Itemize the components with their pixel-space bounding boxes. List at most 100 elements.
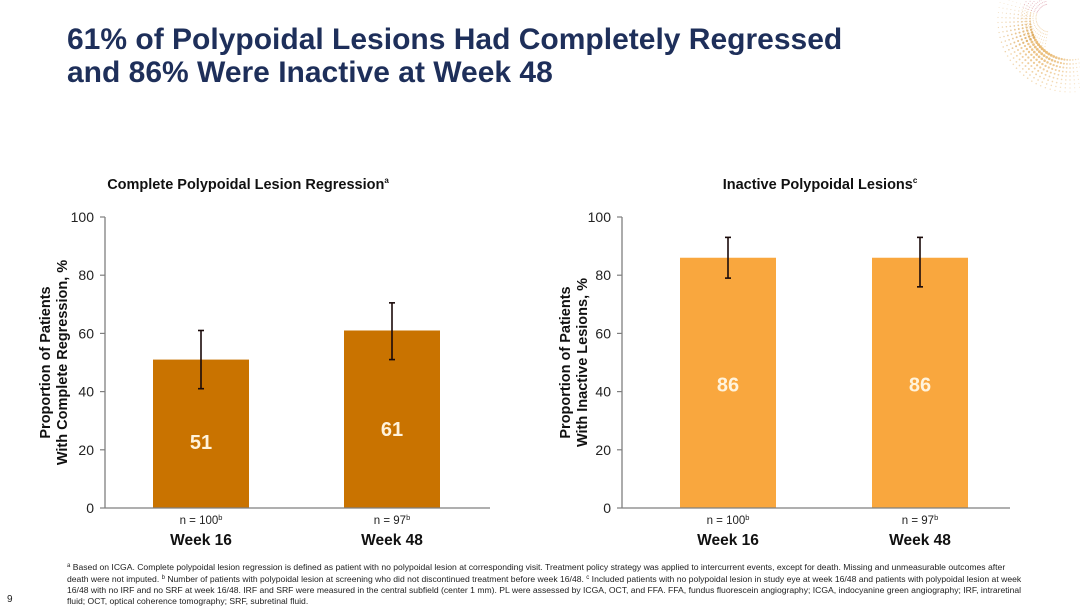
decorative-dot	[1033, 23, 1035, 25]
decorative-dot	[1025, 26, 1028, 29]
decorative-dot	[1042, 68, 1045, 71]
decorative-dot	[1026, 20, 1028, 22]
decorative-dot	[1008, 0, 1010, 1]
decorative-dot	[1060, 57, 1063, 61]
decorative-dot	[1053, 72, 1056, 75]
y-axis-label-line: With Inactive Lesions, %	[575, 278, 591, 447]
decorative-dot	[1020, 3, 1021, 5]
decorative-dot	[1077, 78, 1079, 80]
decorative-dot	[1023, 30, 1025, 32]
decorative-dot	[1029, 74, 1031, 76]
decorative-dot	[1038, 60, 1041, 64]
decorative-dot	[1008, 38, 1010, 41]
decorative-dot	[1033, 67, 1036, 70]
decorative-dot	[1026, 28, 1028, 30]
decorative-dot	[1073, 75, 1075, 77]
decorative-dot	[1040, 3, 1042, 5]
decorative-dot	[1035, 64, 1039, 67]
decorative-dot	[1027, 25, 1029, 27]
decorative-dot	[1064, 91, 1066, 93]
decorative-dot	[1032, 37, 1034, 39]
decorative-dot	[1035, 39, 1036, 41]
decorative-dot	[1047, 57, 1051, 61]
decorative-dot	[1069, 59, 1071, 61]
decorative-dot	[1077, 58, 1079, 60]
decorative-dot	[1024, 23, 1026, 25]
y-tick-label: 100	[588, 209, 612, 225]
decorative-dot	[1050, 58, 1054, 62]
decorative-dot	[1022, 7, 1024, 9]
decorative-dot	[1038, 26, 1040, 28]
decorative-dot	[1037, 9, 1039, 11]
n-label: n = 97b	[374, 513, 410, 527]
decorative-dot	[1022, 74, 1025, 76]
chart-1-title: Complete Polypoidal Lesion Regressiona	[107, 176, 389, 193]
decorative-dot	[1013, 25, 1016, 27]
decorative-dot	[1006, 44, 1008, 47]
decorative-dot	[1011, 37, 1014, 40]
decorative-dot	[1013, 13, 1015, 15]
decorative-dot	[1045, 1, 1047, 2]
n-label: n = 100b	[180, 513, 223, 527]
decorative-dot	[1063, 58, 1066, 61]
decorative-dot	[1040, 57, 1044, 61]
decorative-dot	[1034, 9, 1036, 11]
n-label-footnote-mark: b	[745, 513, 749, 522]
decorative-dot	[1031, 7, 1033, 9]
decorative-dot	[1009, 25, 1012, 28]
data-label: 86	[717, 375, 739, 397]
decorative-dot	[1033, 12, 1035, 14]
bar-week-16	[680, 257, 776, 508]
decorative-dot	[1060, 78, 1063, 81]
decorative-dot	[1031, 31, 1033, 33]
category-label: Week 48	[361, 532, 423, 549]
decorative-dot	[1031, 10, 1032, 11]
decorative-dot	[1029, 0, 1031, 2]
decorative-dot	[1027, 62, 1030, 65]
decorative-dot	[1038, 0, 1040, 2]
decorative-dot	[1026, 13, 1028, 15]
decorative-dot	[1030, 12, 1032, 13]
y-tick-label: 0	[86, 500, 94, 516]
decorative-dot	[1040, 47, 1044, 51]
decorative-dot	[1014, 28, 1016, 31]
decorative-dot	[1069, 75, 1071, 77]
decorative-dot	[1046, 37, 1047, 39]
decorative-dot	[1021, 9, 1023, 11]
decorative-dot	[1065, 79, 1067, 81]
decorative-dot	[1033, 29, 1035, 31]
decorative-dot	[1019, 35, 1022, 38]
decorative-dot	[1036, 22, 1038, 24]
decorative-dot	[1043, 33, 1045, 35]
decorative-dot	[1048, 75, 1051, 78]
decorative-dot	[1023, 13, 1025, 14]
decorative-dot	[1017, 28, 1020, 30]
decorative-dot	[1035, 31, 1037, 33]
decorative-dot	[1069, 71, 1071, 73]
y-tick-label: 40	[78, 384, 94, 400]
decorative-dot	[1032, 18, 1034, 20]
n-label-text: n = 97	[902, 515, 934, 527]
decorative-dot	[998, 31, 1000, 34]
data-label: 86	[909, 375, 931, 397]
decorative-dot	[1038, 45, 1042, 49]
decorative-dot	[1044, 36, 1045, 38]
decorative-dot	[1006, 30, 1008, 32]
decorative-dot	[1047, 79, 1049, 81]
n-label-footnote-mark: b	[218, 513, 222, 522]
decorative-dot	[1032, 16, 1034, 18]
category-label: Week 16	[170, 532, 232, 549]
chart-complete-regression: Proportion of PatientsWith Complete Regr…	[38, 209, 490, 549]
decorative-dot	[1034, 4, 1036, 6]
decorative-dot	[1027, 23, 1029, 25]
decorative-dot	[1002, 31, 1004, 33]
decorative-dot	[1045, 43, 1046, 45]
slide-title: 61% of Polypoidal Lesions Had Completely…	[67, 23, 947, 89]
decorative-dot	[1033, 41, 1035, 43]
chart-inactive-lesions: Proportion of PatientsWith Inactive Lesi…	[558, 209, 1010, 549]
decorative-dot	[1015, 61, 1018, 63]
decorative-dot	[1027, 31, 1029, 33]
n-label-text: n = 100	[180, 515, 219, 527]
decorative-dot	[1062, 62, 1065, 65]
decorative-dot	[1047, 66, 1050, 69]
